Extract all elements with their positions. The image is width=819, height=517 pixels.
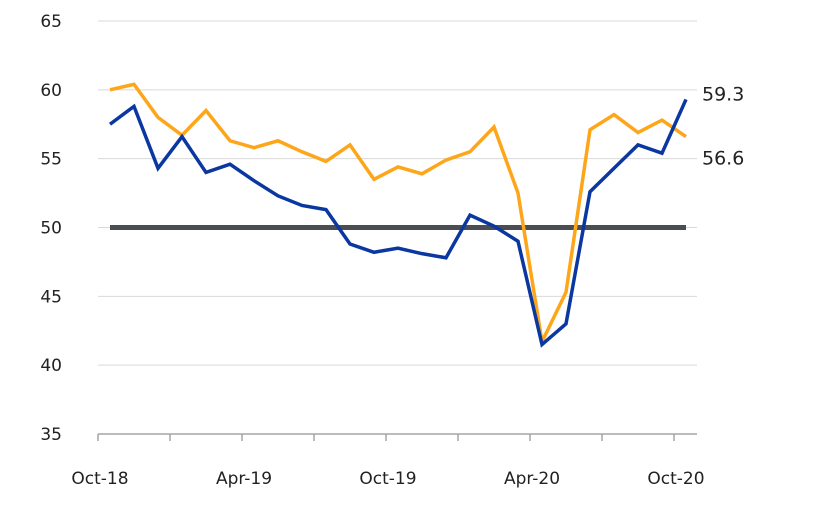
- gridlines: [98, 20, 697, 366]
- y-tick-label: 45: [40, 287, 62, 307]
- y-tick-label: 50: [40, 219, 62, 239]
- y-tick-label: 40: [40, 356, 62, 376]
- y-tick-label: 65: [40, 12, 62, 32]
- x-axis: [97, 433, 697, 441]
- end-label-blue: 59.3: [702, 83, 744, 105]
- x-tick-label: Oct-20: [647, 469, 704, 489]
- x-tick-label: Oct-19: [359, 469, 416, 489]
- series-line-orange: [109, 82, 687, 348]
- y-tick-label: 60: [40, 81, 62, 101]
- x-tick-label: Apr-20: [504, 469, 560, 489]
- end-label-orange: 56.6: [702, 148, 744, 170]
- x-tick-label: Oct-18: [71, 469, 128, 489]
- end-labels: 56.6 59.3: [702, 83, 744, 169]
- series-lines: [108, 82, 688, 348]
- x-tick-label: Apr-19: [216, 469, 272, 489]
- series-line-blue: [108, 98, 688, 348]
- y-tick-label: 55: [40, 150, 62, 170]
- y-axis-tick-labels: 35 40 45 50 55 60 65: [40, 12, 62, 445]
- y-tick-label: 35: [40, 425, 62, 445]
- x-axis-tick-labels: Oct-18 Apr-19 Oct-19 Apr-20 Oct-20: [71, 469, 704, 489]
